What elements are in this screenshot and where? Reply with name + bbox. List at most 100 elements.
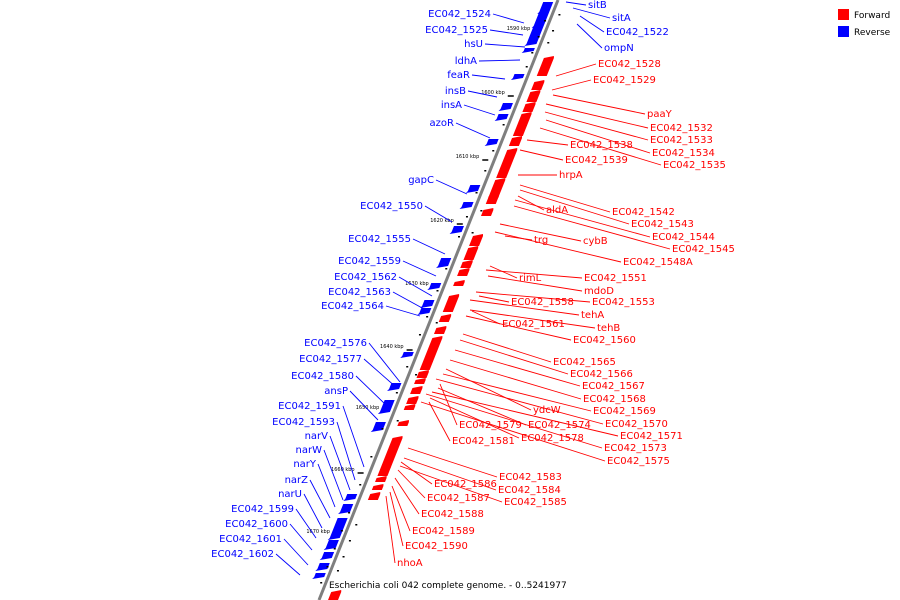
forward-gene-label: EC042_1542 [612, 207, 675, 218]
forward-leader-line [428, 401, 451, 442]
reverse-gene-label: EC042_1550 [360, 201, 423, 212]
feature-marker [537, 36, 540, 38]
feature-marker [326, 566, 329, 568]
reverse-gene-label: EC042_1524 [428, 9, 491, 20]
forward-gene-label: EC042_1539 [565, 155, 628, 166]
forward-gene-feature [422, 336, 443, 362]
feature-marker [370, 456, 373, 458]
forward-gene-feature [457, 268, 470, 276]
forward-leader-line [551, 79, 592, 91]
forward-gene-label: EC042_1581 [452, 436, 515, 447]
reverse-gene-feature [312, 573, 326, 579]
gene-labels: EC042_1524 EC042_1525 hsU ldhA feaR insB insA a… [211, 0, 735, 569]
feature-marker [502, 124, 505, 126]
reverse-gene-feature [327, 518, 348, 540]
reverse-gene-label: EC042_1576 [304, 338, 367, 349]
reverse-gene-label: narY [293, 459, 317, 470]
reverse-leader-line [455, 122, 491, 139]
forward-gene-label: EC042_1551 [584, 273, 647, 284]
forward-leader-line [439, 383, 458, 426]
forward-leader-line [513, 205, 671, 250]
forward-gene-label: aldA [546, 205, 568, 216]
feature-marker [435, 322, 438, 324]
forward-gene-feature [377, 466, 391, 476]
forward-leader-line [478, 295, 510, 303]
reverse-gene-feature [510, 74, 525, 80]
forward-leader-line [499, 223, 582, 242]
scale-tick-label: 1590 kbp [507, 26, 531, 32]
forward-gene-label: EC042_1578 [521, 433, 584, 444]
forward-leader-line [485, 269, 583, 279]
forward-leader-line [469, 299, 580, 316]
label-leader-lines [275, 1, 671, 576]
reverse-leader-line [303, 493, 323, 529]
feature-marker [484, 170, 487, 172]
reverse-gene-feature [417, 308, 432, 315]
reverse-leader-line [565, 1, 587, 6]
forward-gene-label: rimL [519, 273, 542, 284]
reverse-gene-label: EC042_1591 [278, 401, 341, 412]
forward-leader-line [431, 391, 619, 437]
feature-marker [480, 210, 483, 212]
forward-gene-label: EC042_1560 [573, 335, 636, 346]
forward-leader-line [487, 275, 583, 292]
feature-marker [492, 150, 495, 152]
forward-gene-label: EC042_1588 [421, 509, 484, 520]
reverse-gene-label: EC042_1593 [272, 417, 335, 428]
forward-gene-label: EC042_1532 [650, 123, 713, 134]
reverse-leader-line [478, 59, 521, 62]
feature-marker [525, 66, 528, 68]
reverse-gene-label: feaR [447, 70, 470, 81]
scale-tick-label: 1610 kbp [456, 154, 480, 160]
reverse-leader-line [484, 43, 526, 48]
reverse-gene-feature [338, 504, 354, 514]
reverse-gene-feature [436, 258, 452, 268]
reverse-leader-line [579, 15, 605, 33]
forward-leader-line [399, 465, 503, 503]
forward-gene-feature [536, 56, 554, 76]
reverse-gene-feature [370, 422, 386, 432]
reverse-leader-line [385, 305, 421, 317]
forward-gene-feature [485, 194, 499, 204]
forward-gene-label: EC042_1566 [570, 369, 633, 380]
reverse-leader-line [355, 375, 387, 406]
reverse-leader-line [467, 90, 498, 98]
feature-marker [355, 524, 358, 526]
forward-gene-label: ydcW [533, 405, 561, 416]
feature-marker [552, 30, 555, 32]
feature-marker [348, 540, 351, 542]
forward-leader-line [389, 491, 404, 547]
reverse-gene-feature [459, 202, 474, 209]
reverse-gene-label: EC042_1602 [211, 549, 274, 560]
legend-swatch-reverse [838, 26, 849, 37]
forward-leader-line [425, 393, 603, 449]
forward-gene-label: EC042_1587 [427, 493, 490, 504]
legend-label-forward: Forward [854, 11, 890, 21]
legend-swatch-forward [838, 9, 849, 20]
reverse-gene-label: sitB [588, 0, 607, 11]
feature-marker [471, 232, 474, 234]
feature-marker [395, 392, 398, 394]
forward-leader-line [517, 195, 545, 211]
reverse-leader-line [363, 358, 398, 389]
reverse-gene-feature [319, 552, 335, 560]
forward-leader-line [552, 94, 646, 115]
forward-gene-label: paaY [647, 109, 673, 120]
forward-gene-feature [453, 280, 465, 286]
forward-leader-line [407, 447, 498, 478]
forward-gene-feature [522, 102, 536, 112]
forward-gene-label: EC042_1567 [582, 381, 645, 392]
forward-leader-line [442, 373, 592, 412]
reverse-gene-label: gapC [408, 175, 434, 186]
forward-gene-feature [496, 148, 518, 178]
forward-leader-line [471, 310, 501, 325]
forward-leader-line [445, 368, 532, 411]
forward-gene-label: trg [534, 235, 548, 246]
legend-label-reverse: Reverse [854, 28, 891, 38]
reverse-gene-feature [315, 563, 330, 571]
forward-gene-feature [442, 294, 460, 312]
reverse-leader-line [492, 13, 525, 24]
forward-gene-feature [516, 112, 532, 126]
scale-tick-label: 1600 kbp [481, 90, 505, 96]
